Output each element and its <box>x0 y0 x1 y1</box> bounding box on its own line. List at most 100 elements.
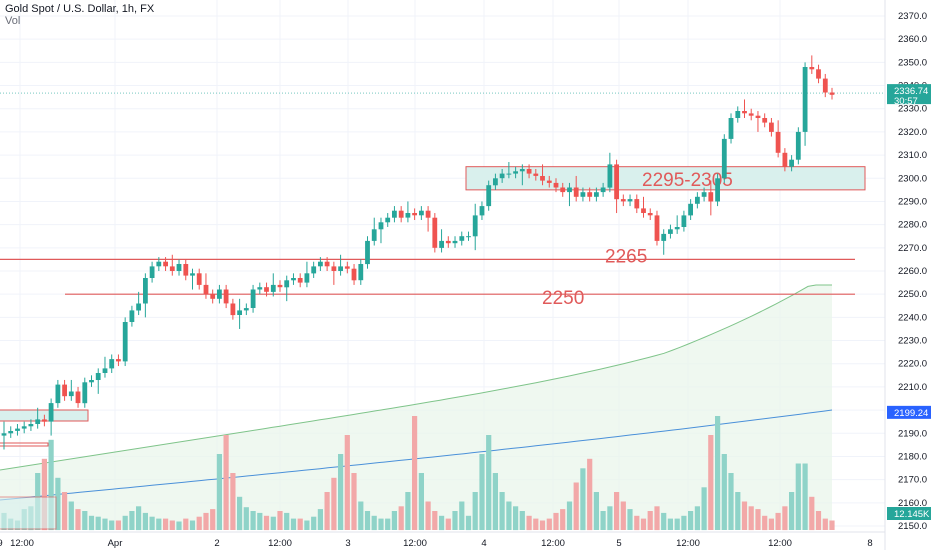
candle-body <box>789 159 794 167</box>
volume-bar <box>815 511 822 530</box>
volume-bar <box>809 496 815 531</box>
volume-bar <box>775 512 781 530</box>
y-tick-label: 2240.0 <box>898 312 927 323</box>
candle-body <box>795 131 801 160</box>
candle-body <box>122 322 128 362</box>
candle-body <box>688 203 693 216</box>
candle-body <box>506 173 512 175</box>
level-label: 2250 <box>542 288 584 309</box>
candle-body <box>708 192 714 202</box>
volume-bar <box>55 477 61 531</box>
volume-bar <box>324 492 330 530</box>
y-tick-label: 2320.0 <box>898 127 927 138</box>
volume-bar <box>311 516 317 530</box>
x-tick-label: 3 <box>345 538 350 549</box>
candle-body <box>331 266 337 271</box>
volume-bar <box>304 520 310 530</box>
volume-bar <box>607 506 613 531</box>
volume-bar <box>358 501 364 530</box>
candle-body <box>405 213 411 218</box>
candle-body <box>371 229 377 241</box>
volume-bar <box>654 506 660 531</box>
candle-body <box>829 92 835 95</box>
x-tick-label: 12:00 <box>403 538 427 549</box>
volume-bar <box>210 509 216 530</box>
candle-body <box>1 433 7 436</box>
volume-bar <box>364 511 371 530</box>
candle-body <box>28 424 34 427</box>
candle-body <box>472 215 478 237</box>
candle-body <box>742 111 747 114</box>
supply-zone <box>465 166 866 191</box>
candle-body <box>284 280 290 288</box>
volume-bar <box>472 492 478 530</box>
volume-bar <box>48 439 54 531</box>
volume-bar <box>230 473 236 530</box>
volume-bar <box>627 509 633 530</box>
candle-body <box>378 222 384 230</box>
candle-body <box>8 431 14 434</box>
volume-bar <box>795 463 801 530</box>
volume-bar <box>88 515 95 531</box>
volume-bar <box>580 468 586 531</box>
x-tick-label: 8 <box>867 538 872 549</box>
y-tick-label: 2290.0 <box>898 196 927 207</box>
candle-body <box>526 169 532 174</box>
candle-body <box>304 273 310 283</box>
candle-body <box>499 173 505 179</box>
candle-body <box>311 266 317 274</box>
candle-body <box>62 384 67 397</box>
candle-body <box>452 240 458 244</box>
candle-body <box>445 240 451 244</box>
candle-body <box>95 373 101 380</box>
volume-bar <box>486 435 492 530</box>
candle-body <box>351 268 357 281</box>
candle-body <box>701 192 707 197</box>
candle-body <box>607 164 613 188</box>
volume-bar <box>560 509 566 530</box>
candle-body <box>270 284 276 292</box>
volume-bar <box>829 520 835 530</box>
volume-bar <box>331 477 337 531</box>
candle-body <box>466 236 471 238</box>
ma-badge-text: 2199.24 <box>894 408 928 419</box>
candle-body <box>129 310 135 322</box>
candle-body <box>324 261 330 267</box>
candle-body <box>136 303 141 311</box>
candle-body <box>116 359 121 362</box>
candle-body <box>432 217 438 248</box>
candle-body <box>109 359 115 369</box>
candle-body <box>291 278 296 281</box>
candle-body <box>620 199 626 202</box>
candle-body <box>217 289 222 299</box>
volume-bar <box>459 501 465 530</box>
volume-bar <box>142 512 148 530</box>
volume-bar <box>789 492 795 530</box>
demand-zone-small <box>0 496 57 530</box>
y-tick-label: 2330.0 <box>898 104 927 115</box>
volume-bar <box>82 511 88 530</box>
candle-body <box>250 289 256 308</box>
candle-body <box>674 227 680 230</box>
volume-bar <box>136 506 142 531</box>
candle-body <box>513 171 518 174</box>
volume-bar <box>661 512 667 530</box>
x-tick-label: 12:00 <box>268 538 292 549</box>
candle-body <box>156 261 162 267</box>
y-tick-label: 2280.0 <box>898 220 927 231</box>
volume-bar <box>163 518 169 530</box>
volume-bar <box>600 511 606 530</box>
candle-body <box>546 180 552 183</box>
volume-bar <box>412 416 418 530</box>
volume-bar <box>129 511 135 530</box>
candle-body <box>297 278 303 283</box>
candle-body <box>149 266 155 278</box>
y-tick-label: 2230.0 <box>898 336 927 347</box>
candle-body <box>35 419 41 424</box>
candle-body <box>661 233 667 241</box>
candle-body <box>338 266 343 271</box>
volume-label: Vol <box>5 15 21 27</box>
volume-bar <box>479 454 485 530</box>
volume-bar <box>452 511 458 530</box>
